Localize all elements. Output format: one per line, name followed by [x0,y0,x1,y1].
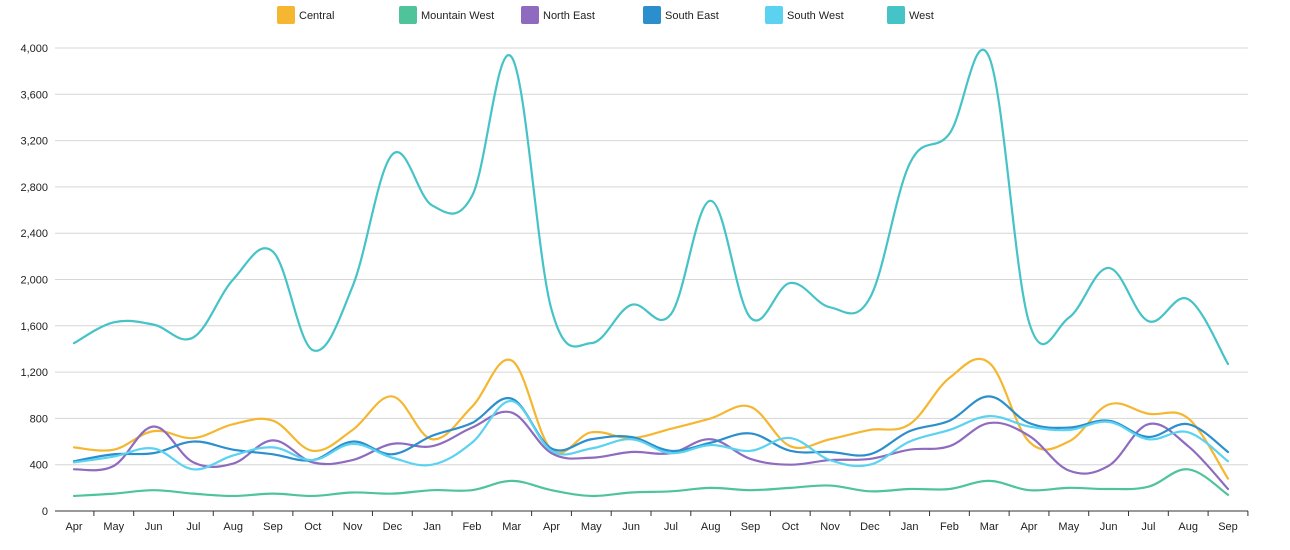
x-tick-label: Apr [1020,521,1037,533]
x-tick-label: Mar [980,521,999,533]
x-tick-label: May [581,521,602,533]
x-tick-label: Jul [664,521,678,533]
x-tick-label: Sep [263,521,283,533]
y-tick-label: 1,600 [20,321,48,333]
y-tick-label: 400 [30,460,48,472]
series-line-south-west[interactable] [72,399,1230,471]
y-tick-label: 2,800 [20,182,48,194]
legend-swatch [521,6,539,24]
x-tick-label: Apr [543,521,560,533]
x-tick-label: Jun [145,521,163,533]
x-tick-label: Sep [741,521,761,533]
x-tick-label: Apr [65,521,82,533]
legend-item-mountain-west[interactable]: Mountain West [399,6,494,24]
legend-label: West [909,10,934,22]
legend-item-south-east[interactable]: South East [643,6,719,24]
x-tick-label: Nov [343,521,363,533]
legend-label: Mountain West [421,10,494,22]
legend-item-north-east[interactable]: North East [521,6,595,24]
y-axis: 0 400 800 1,200 1,600 2,000 2,400 2,800 3,200 3,6… [20,43,48,518]
x-tick-label: May [1058,521,1079,533]
legend-item-west[interactable]: West [887,6,934,24]
x-tick-label: Nov [820,521,840,533]
x-tick-label: Feb [462,521,481,533]
x-tick-label: Jul [1141,521,1155,533]
x-tick-label: Mar [502,521,521,533]
legend-label: North East [543,10,595,22]
legend-swatch [643,6,661,24]
y-tick-label: 3,200 [20,136,48,148]
x-tick-label: Jul [186,521,200,533]
series-line-west[interactable] [72,48,1230,366]
x-axis: Apr May Jun Jul Aug Sep Oct Nov Dec Jan Feb Mar Apr M… [55,510,1249,533]
y-tick-label: 1,200 [20,367,48,379]
gridlines [55,47,1248,466]
x-tick-label: Aug [701,521,721,533]
y-tick-label: 4,000 [20,43,48,55]
legend-label: South East [665,10,719,22]
x-tick-label: Dec [860,521,880,533]
x-tick-label: Dec [383,521,403,533]
y-tick-label: 0 [42,506,48,518]
y-tick-label: 2,400 [20,228,48,240]
x-tick-label: Jan [901,521,919,533]
x-tick-label: Sep [1218,521,1238,533]
legend: Central Mountain West North East South East… [277,6,934,24]
legend-item-south-west[interactable]: South West [765,6,844,24]
series-line-south-east[interactable] [72,395,1230,463]
x-tick-label: Oct [782,521,799,533]
x-tick-label: May [103,521,124,533]
x-tick-label: Jun [622,521,640,533]
legend-label: South West [787,10,844,22]
y-tick-label: 2,000 [20,275,48,287]
y-tick-label: 3,600 [20,89,48,101]
legend-swatch [399,6,417,24]
y-tick-label: 800 [30,413,48,425]
legend-swatch [765,6,783,24]
x-tick-label: Oct [304,521,321,533]
series-line-central[interactable] [72,357,1230,480]
x-tick-label: Jan [423,521,441,533]
x-tick-label: Jun [1100,521,1118,533]
series-line-mountain-west[interactable] [72,468,1230,498]
legend-label: Central [299,10,334,22]
x-tick-label: Aug [1178,521,1198,533]
series-group [72,48,1230,498]
legend-swatch [887,6,905,24]
x-tick-label: Aug [223,521,243,533]
x-tick-label: Feb [940,521,959,533]
legend-swatch [277,6,295,24]
legend-item-central[interactable]: Central [277,6,334,24]
series-line-north-east[interactable] [72,410,1230,491]
